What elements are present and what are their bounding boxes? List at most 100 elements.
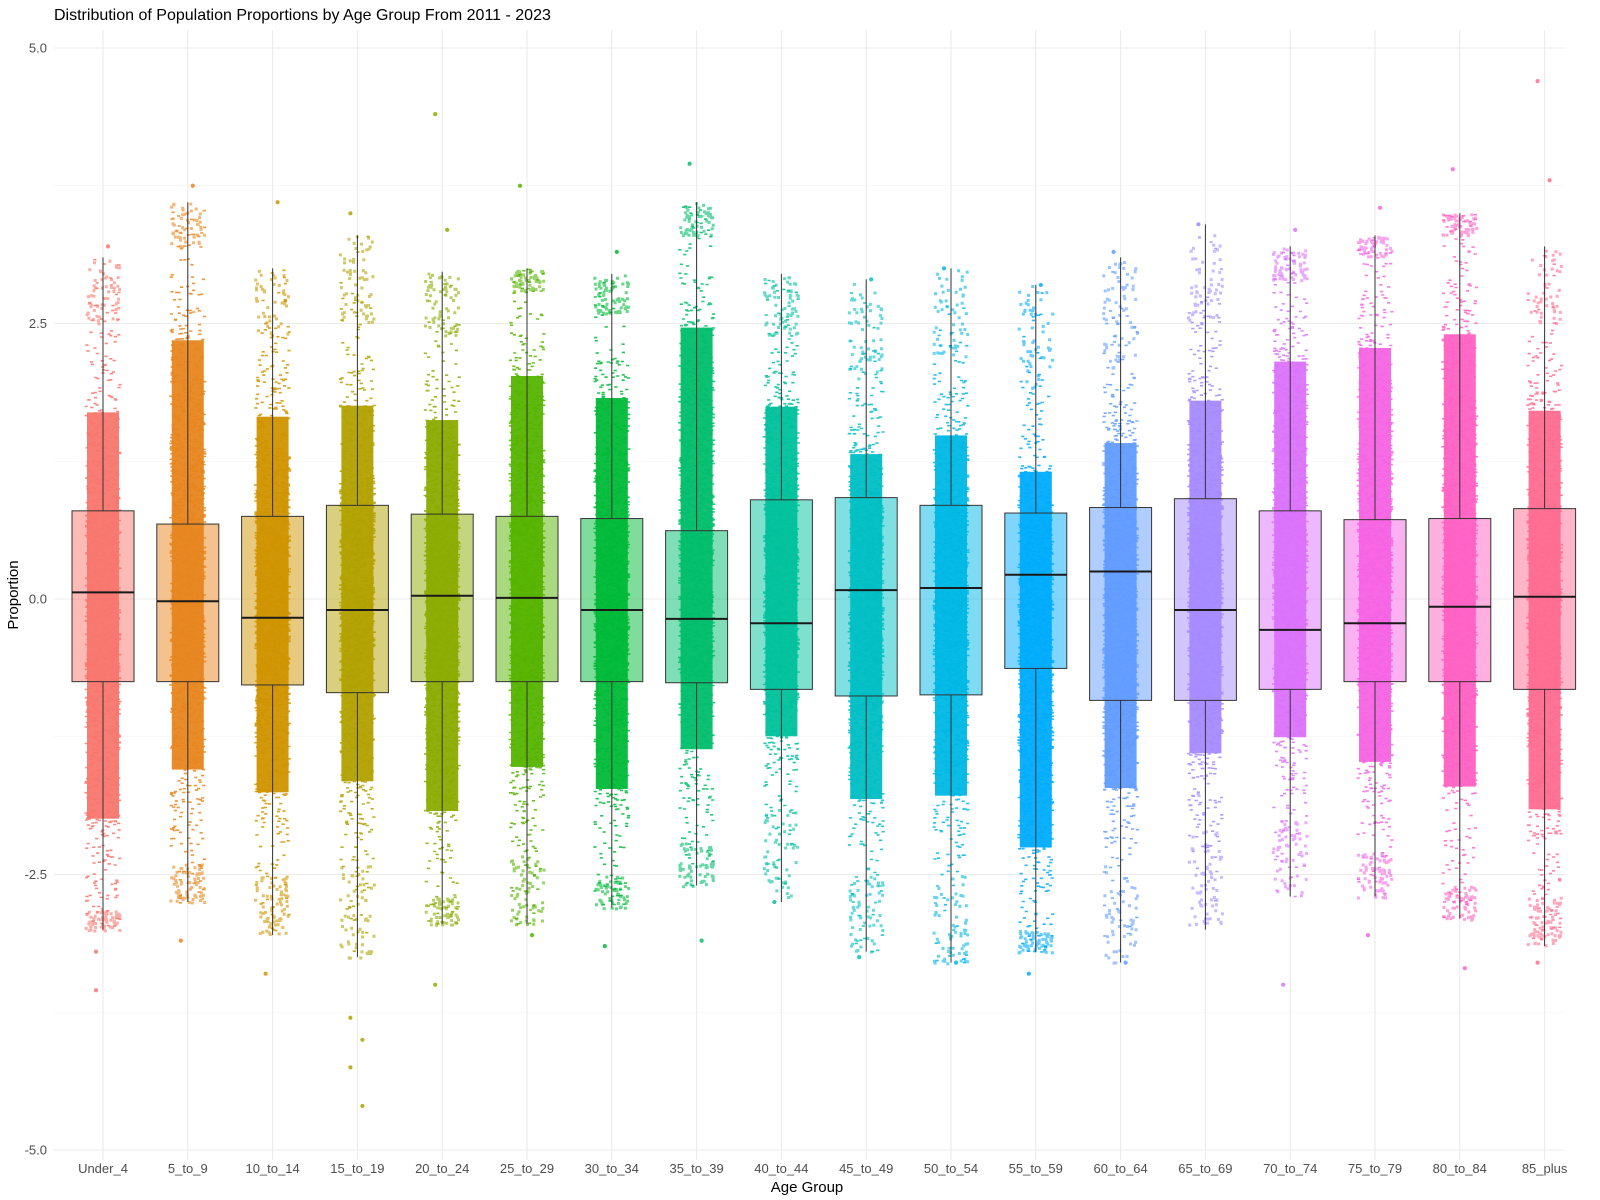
outlier-point [348, 1065, 353, 1070]
box-group-30_to_34 [580, 273, 644, 908]
outlier-point [1293, 227, 1298, 232]
y-tick-label: -2.5 [25, 867, 47, 882]
box-55_to_59 [1004, 512, 1068, 669]
box-group-60_to_64 [1089, 257, 1153, 963]
x-tick-label: 15_to_19 [330, 1161, 384, 1176]
outlier-point [517, 183, 523, 188]
box-20_to_24 [410, 513, 474, 683]
outlier-point [348, 211, 353, 216]
outlier-point [1111, 249, 1116, 254]
fringe-points-25_to_29 [510, 268, 546, 927]
outlier-point [263, 971, 268, 976]
outlier-point [772, 899, 777, 905]
outlier-point [178, 938, 183, 943]
outlier-point [360, 1037, 365, 1042]
box-group-65_to_69 [1173, 224, 1237, 930]
box-30_to_34 [580, 518, 644, 683]
outlier-point [348, 1015, 353, 1020]
x-tick-label: 85_plus [1522, 1161, 1568, 1176]
box-group-25_to_29 [495, 268, 559, 925]
x-tick-label: 45_to_49 [839, 1161, 893, 1176]
outlier-point [699, 938, 704, 943]
x-axis-title: Age Group [771, 1179, 844, 1196]
outlier-point [360, 1103, 365, 1109]
box-15_to_19 [325, 504, 389, 694]
box-45_to_49 [834, 497, 898, 697]
y-tick-label: 0.0 [29, 592, 47, 607]
x-tick-label: 55_to_59 [1009, 1161, 1063, 1176]
outlier-point [1196, 222, 1201, 227]
box-50_to_54 [919, 504, 983, 696]
outlier-point [190, 183, 195, 188]
outlier-point [614, 249, 619, 254]
x-tick-label: 35_to_39 [669, 1161, 723, 1176]
box-65_to_69 [1173, 498, 1237, 701]
outlier-point [687, 161, 692, 166]
outlier-point [1123, 960, 1128, 965]
outlier-point [941, 266, 947, 271]
x-tick-label: 25_to_29 [500, 1161, 554, 1176]
boxes-layer [71, 202, 1577, 963]
fringe-points-45_to_49 [847, 282, 885, 954]
chart-title: Distribution of Population Proportions b… [54, 7, 551, 24]
x-tick-label: 50_to_54 [924, 1161, 978, 1176]
x-tick-label: 75_to_79 [1348, 1161, 1402, 1176]
y-tick-label: -5.0 [25, 1143, 47, 1158]
box-group-85_plus [1513, 246, 1577, 947]
box-75_to_79 [1343, 519, 1407, 683]
outlier-point [433, 112, 438, 117]
box-group-10_to_14 [241, 268, 305, 936]
outlier-point [1535, 960, 1540, 965]
axis-layer: 5.0 2.5 0.0 -2.5 -5.0 Under_4 5_to_9 10_to_14 15… [25, 41, 1568, 1177]
box-group-75_to_79 [1343, 235, 1407, 897]
box-group-15_to_19 [325, 235, 389, 958]
box-40_to_44 [749, 499, 813, 690]
outlier-point [93, 988, 99, 993]
outlier-point [1450, 167, 1455, 172]
outlier-point [1462, 966, 1467, 971]
y-axis-title: Proportion [5, 560, 22, 629]
outlier-point [857, 955, 862, 960]
x-tick-label: 40_to_44 [754, 1161, 808, 1176]
outlier-point [1365, 933, 1371, 938]
x-tick-label: 5_to_9 [168, 1161, 208, 1176]
outlier-point [93, 949, 99, 954]
box-group-50_to_54 [919, 268, 983, 963]
x-tick-label: 10_to_14 [245, 1161, 299, 1176]
x-tick-label: 80_to_84 [1433, 1161, 1487, 1176]
box-10_to_14 [241, 515, 305, 686]
outlier-point [1026, 971, 1031, 976]
box-group-35_to_39 [665, 202, 729, 886]
box-Under_4 [71, 510, 135, 683]
box-group-40_to_44 [749, 273, 813, 903]
fringe-points-50_to_54 [932, 269, 970, 966]
x-tick-label: 20_to_24 [415, 1161, 469, 1176]
outlier-point [275, 200, 280, 205]
box-60_to_64 [1089, 507, 1153, 701]
outlier-point [1038, 282, 1043, 288]
outlier-point [1281, 982, 1286, 987]
box-group-20_to_24 [410, 271, 474, 925]
x-tick-label: 30_to_34 [585, 1161, 639, 1176]
outlier-point [433, 982, 438, 987]
box-group-Under_4 [71, 257, 135, 930]
x-tick-label: 70_to_74 [1263, 1161, 1317, 1176]
fringe-points-15_to_19 [338, 235, 376, 960]
outlier-point [1547, 178, 1552, 183]
x-tick-label: 65_to_69 [1178, 1161, 1232, 1176]
x-tick-label: Under_4 [78, 1161, 128, 1176]
box-group-80_to_84 [1428, 213, 1492, 919]
box-35_to_39 [665, 530, 729, 684]
outlier-point [602, 944, 607, 949]
outlier-point [445, 227, 450, 232]
outlier-point [529, 933, 535, 938]
box-group-55_to_59 [1004, 284, 1068, 952]
box-80_to_84 [1428, 518, 1492, 683]
box-5_to_9 [156, 523, 220, 683]
outlier-point [1535, 78, 1540, 84]
outlier-point [105, 244, 111, 249]
y-tick-label: 2.5 [29, 316, 47, 331]
outlier-point [1377, 205, 1383, 210]
